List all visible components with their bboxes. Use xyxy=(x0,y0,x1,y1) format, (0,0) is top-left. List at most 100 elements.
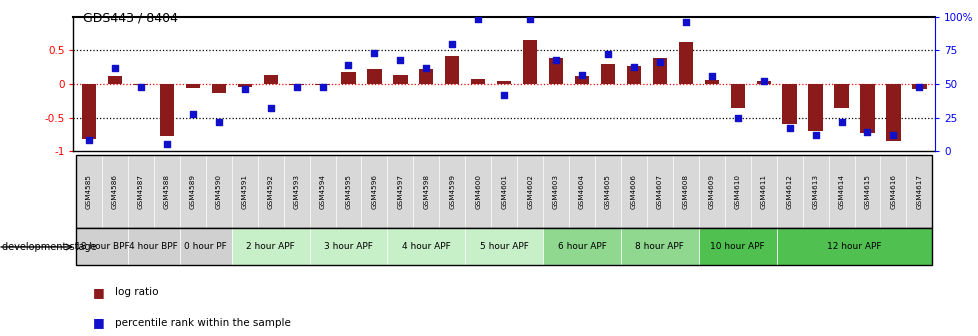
Bar xyxy=(646,155,672,228)
Point xyxy=(107,65,122,71)
Bar xyxy=(626,66,641,84)
Bar xyxy=(465,228,543,265)
Bar xyxy=(341,72,355,84)
Bar xyxy=(257,155,284,228)
Text: 3 hour APF: 3 hour APF xyxy=(324,243,373,251)
Bar xyxy=(906,155,931,228)
Point xyxy=(911,84,926,89)
Bar xyxy=(186,84,200,88)
Bar xyxy=(549,58,562,84)
Bar xyxy=(860,84,873,133)
Bar xyxy=(491,155,516,228)
Bar xyxy=(128,155,154,228)
Text: GSM4600: GSM4600 xyxy=(474,174,481,209)
Bar xyxy=(543,155,568,228)
Point xyxy=(469,17,485,22)
Point xyxy=(81,138,97,143)
Bar xyxy=(82,84,96,139)
Point xyxy=(158,142,174,147)
Bar xyxy=(698,228,776,265)
Bar xyxy=(750,155,776,228)
Bar xyxy=(159,84,174,136)
Text: development stage: development stage xyxy=(2,242,97,252)
Bar xyxy=(361,155,387,228)
Bar xyxy=(180,228,232,265)
Text: 0 hour PF: 0 hour PF xyxy=(184,243,227,251)
Text: GSM4610: GSM4610 xyxy=(734,174,740,209)
Bar xyxy=(911,84,925,89)
Bar xyxy=(108,76,122,84)
Text: GSM4586: GSM4586 xyxy=(111,174,117,209)
Bar xyxy=(238,84,251,87)
Point xyxy=(781,126,797,131)
Bar xyxy=(730,84,744,108)
Text: GSM4597: GSM4597 xyxy=(397,174,403,209)
Text: 4 hour APF: 4 hour APF xyxy=(402,243,450,251)
Bar xyxy=(543,228,620,265)
Point xyxy=(678,19,693,25)
Bar xyxy=(698,155,724,228)
Bar xyxy=(284,155,309,228)
Text: GSM4607: GSM4607 xyxy=(656,174,662,209)
Point xyxy=(418,65,433,71)
Point xyxy=(574,72,590,77)
Bar xyxy=(600,64,614,84)
Point xyxy=(444,41,460,46)
Bar xyxy=(879,155,906,228)
Bar xyxy=(76,228,128,265)
Point xyxy=(807,132,822,138)
Bar xyxy=(289,84,303,85)
Text: GSM4592: GSM4592 xyxy=(267,174,274,209)
Text: GSM4602: GSM4602 xyxy=(526,174,533,209)
Point xyxy=(522,17,538,22)
Bar xyxy=(309,228,387,265)
Text: 10 hour APF: 10 hour APF xyxy=(710,243,764,251)
Point xyxy=(833,119,849,124)
Text: GSM4614: GSM4614 xyxy=(838,174,844,209)
Bar xyxy=(574,76,589,84)
Text: GSM4594: GSM4594 xyxy=(319,174,326,209)
Text: GSM4616: GSM4616 xyxy=(890,174,896,209)
Bar xyxy=(522,40,537,84)
Bar xyxy=(620,228,698,265)
Text: GSM4603: GSM4603 xyxy=(553,174,558,209)
Text: GSM4585: GSM4585 xyxy=(86,174,92,209)
Point xyxy=(755,79,771,84)
Bar xyxy=(781,84,796,124)
Point xyxy=(730,115,745,120)
Point xyxy=(340,62,356,68)
Bar xyxy=(672,155,698,228)
Text: GSM4589: GSM4589 xyxy=(190,174,196,209)
Bar xyxy=(387,155,413,228)
Bar xyxy=(211,84,226,93)
Text: GSM4611: GSM4611 xyxy=(760,174,766,209)
Text: GSM4606: GSM4606 xyxy=(630,174,637,209)
Bar xyxy=(470,79,485,84)
Text: ■: ■ xyxy=(93,316,105,329)
Point xyxy=(496,92,511,97)
Text: 5 hour APF: 5 hour APF xyxy=(479,243,528,251)
Bar xyxy=(678,42,692,84)
Point xyxy=(859,130,874,135)
Bar xyxy=(367,69,381,84)
Bar xyxy=(263,75,278,84)
Bar xyxy=(205,155,232,228)
Text: GSM4605: GSM4605 xyxy=(604,174,610,209)
Text: 12 hour APF: 12 hour APF xyxy=(826,243,881,251)
Point xyxy=(262,106,278,111)
Bar xyxy=(315,84,330,85)
Bar xyxy=(854,155,879,228)
Bar xyxy=(232,228,309,265)
Point xyxy=(133,84,149,89)
Bar xyxy=(102,155,128,228)
Point xyxy=(314,84,330,89)
Bar xyxy=(465,155,491,228)
Bar xyxy=(568,155,595,228)
Bar xyxy=(232,155,257,228)
Bar xyxy=(154,155,180,228)
Bar xyxy=(419,69,433,84)
Text: GSM4599: GSM4599 xyxy=(449,174,455,209)
Text: GSM4601: GSM4601 xyxy=(501,174,507,209)
Point xyxy=(366,50,381,56)
Text: 2 hour APF: 2 hour APF xyxy=(246,243,294,251)
